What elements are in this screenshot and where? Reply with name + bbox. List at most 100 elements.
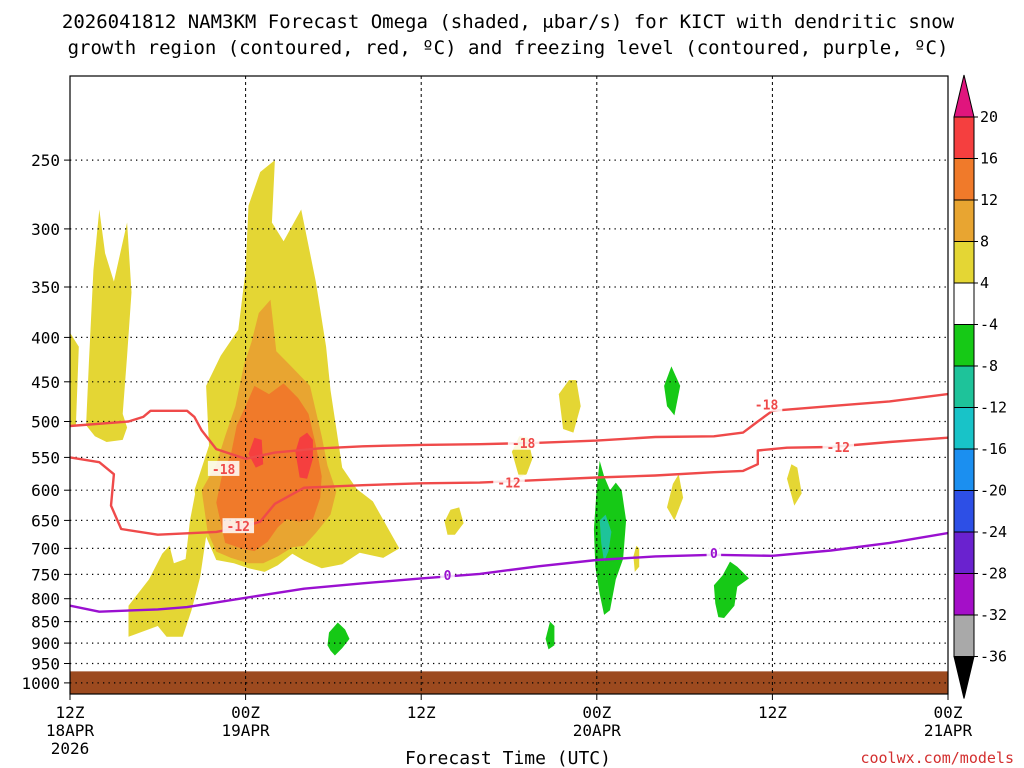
contour-label-freezing-1: 0: [710, 547, 718, 562]
colorbar-bin-8: [953, 407, 975, 450]
x-axis-title: Forecast Time (UTC): [405, 748, 611, 768]
colorbar-top-arrow: [953, 74, 975, 118]
colorbar-bin-5: [953, 282, 975, 325]
contour-line-freezing: [70, 531, 948, 613]
contour-label-bg-dgz-minus18-1: [507, 434, 540, 450]
omega-region-up4-12: [667, 474, 684, 521]
omega-region-up16-7: [248, 437, 264, 468]
x-tick-label-0-2: 2026: [51, 739, 90, 758]
x-tick-label-60-0: 00Z: [934, 703, 963, 722]
y-tick-label-350: 350: [31, 278, 60, 297]
colorbar-label-2: 12: [980, 191, 998, 209]
contour-label-dgz-minus12-2: -12: [827, 441, 850, 456]
colorbar-label-1: 16: [980, 150, 998, 168]
contour-label-bg-freezing-0: [440, 566, 455, 582]
colorbar-bottom-arrow: [953, 656, 975, 699]
colorbar-bin-6: [953, 324, 975, 367]
colorbar-bin-10: [953, 490, 975, 533]
colorbar-label-6: -8: [980, 357, 998, 375]
y-tick-label-450: 450: [31, 373, 60, 392]
terrain-fill: [70, 671, 948, 694]
colorbar-label-9: -20: [980, 482, 1007, 500]
omega-region-up4-11: [558, 380, 581, 433]
pressure-axis: 250 300 350 400 450 500 550 600 650 700 750 800 850 9…: [21, 151, 70, 693]
omega-region-up4-3: [128, 477, 208, 637]
colorbar-label-10: -24: [980, 523, 1007, 541]
x-tick-label-48-0: 12Z: [758, 703, 787, 722]
contour-line-dgz-minus18: [70, 392, 948, 460]
colorbar-label-0: 20: [980, 108, 998, 126]
y-tick-label-950: 950: [31, 655, 60, 674]
omega-region-dn4-16: [545, 621, 555, 650]
x-tick-label-12-0: 00Z: [231, 703, 260, 722]
colorbar-bin-12: [953, 573, 975, 616]
x-tick-label-60-1: 21APR: [924, 721, 973, 740]
colorbar-label-7: -12: [980, 399, 1007, 417]
y-tick-label-300: 300: [31, 220, 60, 239]
y-tick-label-400: 400: [31, 328, 60, 347]
colorbar-bin-9: [953, 448, 975, 491]
colorbar-label-12: -32: [980, 606, 1007, 624]
chart-title-line-1: 2026041812 NAM3KM Forecast Omega (shaded…: [62, 11, 955, 33]
omega-region-up4-0: [70, 332, 79, 426]
colorbar-label-8: -16: [980, 440, 1007, 458]
x-tick-label-36-1: 20APR: [573, 721, 622, 740]
x-tick-label-0-0: 12Z: [56, 703, 85, 722]
colorbar-label-13: -36: [980, 648, 1007, 666]
omega-region-up4-2: [96, 313, 110, 365]
y-tick-label-700: 700: [31, 539, 60, 558]
y-tick-label-550: 550: [31, 448, 60, 467]
x-tick-label-36-0: 00Z: [582, 703, 611, 722]
colorbar-bin-4: [953, 241, 975, 284]
contour-label-bg-dgz-minus12-1: [493, 474, 525, 490]
contour-label-dgz-minus12-1: -12: [497, 477, 520, 492]
colorbar-bin-13: [953, 614, 975, 657]
contour-label-bg-dgz-minus12-2: [822, 439, 854, 455]
contour-line-dgz-minus12: [70, 436, 948, 536]
x-tick-label-0-1: 18APR: [46, 721, 95, 740]
omega-region-up4-9: [444, 507, 464, 535]
chart-title-line-2: growth region (contoured, red, ºC) and f…: [68, 37, 949, 59]
omega-region-dn4-15: [327, 622, 350, 656]
colorbar-bin-11: [953, 531, 975, 574]
y-tick-label-900: 900: [31, 634, 60, 653]
colorbar-bin-1: [953, 116, 975, 159]
colorbar-label-3: 8: [980, 233, 989, 251]
pressure-gridlines: [69, 76, 949, 694]
omega-region-up16-8: [295, 432, 313, 479]
y-tick-label-500: 500: [31, 413, 60, 432]
x-tick-label-24-0: 12Z: [407, 703, 436, 722]
colorbar-label-5: -4: [980, 316, 998, 334]
y-tick-label-250: 250: [31, 151, 60, 170]
credit-text: coolwx.com/models: [860, 749, 1014, 767]
contour-label-dgz-minus18-1: -18: [512, 437, 536, 452]
contour-label-bg-dgz-minus18-0: [207, 460, 240, 476]
contour-label-dgz-minus18-0: -18: [212, 463, 236, 478]
omega-region-dn4-19: [664, 366, 681, 416]
x-tick-label-12-1: 19APR: [222, 721, 271, 740]
y-tick-label-1000: 1000: [21, 674, 60, 693]
colorbar-label-4: 4: [980, 274, 989, 292]
colorbar-bin-3: [953, 199, 975, 242]
contour-label-bg-dgz-minus12-0: [222, 518, 255, 534]
y-tick-label-600: 600: [31, 481, 60, 500]
y-tick-label-650: 650: [31, 511, 60, 530]
colorbar-bin-7: [953, 365, 975, 408]
colorbar-label-11: -28: [980, 565, 1007, 583]
y-tick-label-750: 750: [31, 565, 60, 584]
omega-shading: [70, 160, 802, 656]
y-tick-label-850: 850: [31, 613, 60, 632]
temperature-contours: -18 -18 -18 -12 -12 -12 0 0: [70, 392, 948, 613]
contour-label-freezing-0: 0: [444, 569, 452, 584]
omega-region-up12-6: [216, 383, 322, 552]
omega-region-dn4-20: [713, 561, 749, 618]
y-tick-label-800: 800: [31, 590, 60, 609]
contour-label-bg-dgz-minus18-2: [750, 396, 783, 412]
omega-region-up4-13: [633, 545, 640, 572]
plot-frame: [69, 75, 949, 695]
contour-label-dgz-minus12-0: -12: [227, 520, 250, 535]
omega-region-up4-14: [787, 464, 802, 506]
omega-region-up4-1: [86, 209, 132, 442]
